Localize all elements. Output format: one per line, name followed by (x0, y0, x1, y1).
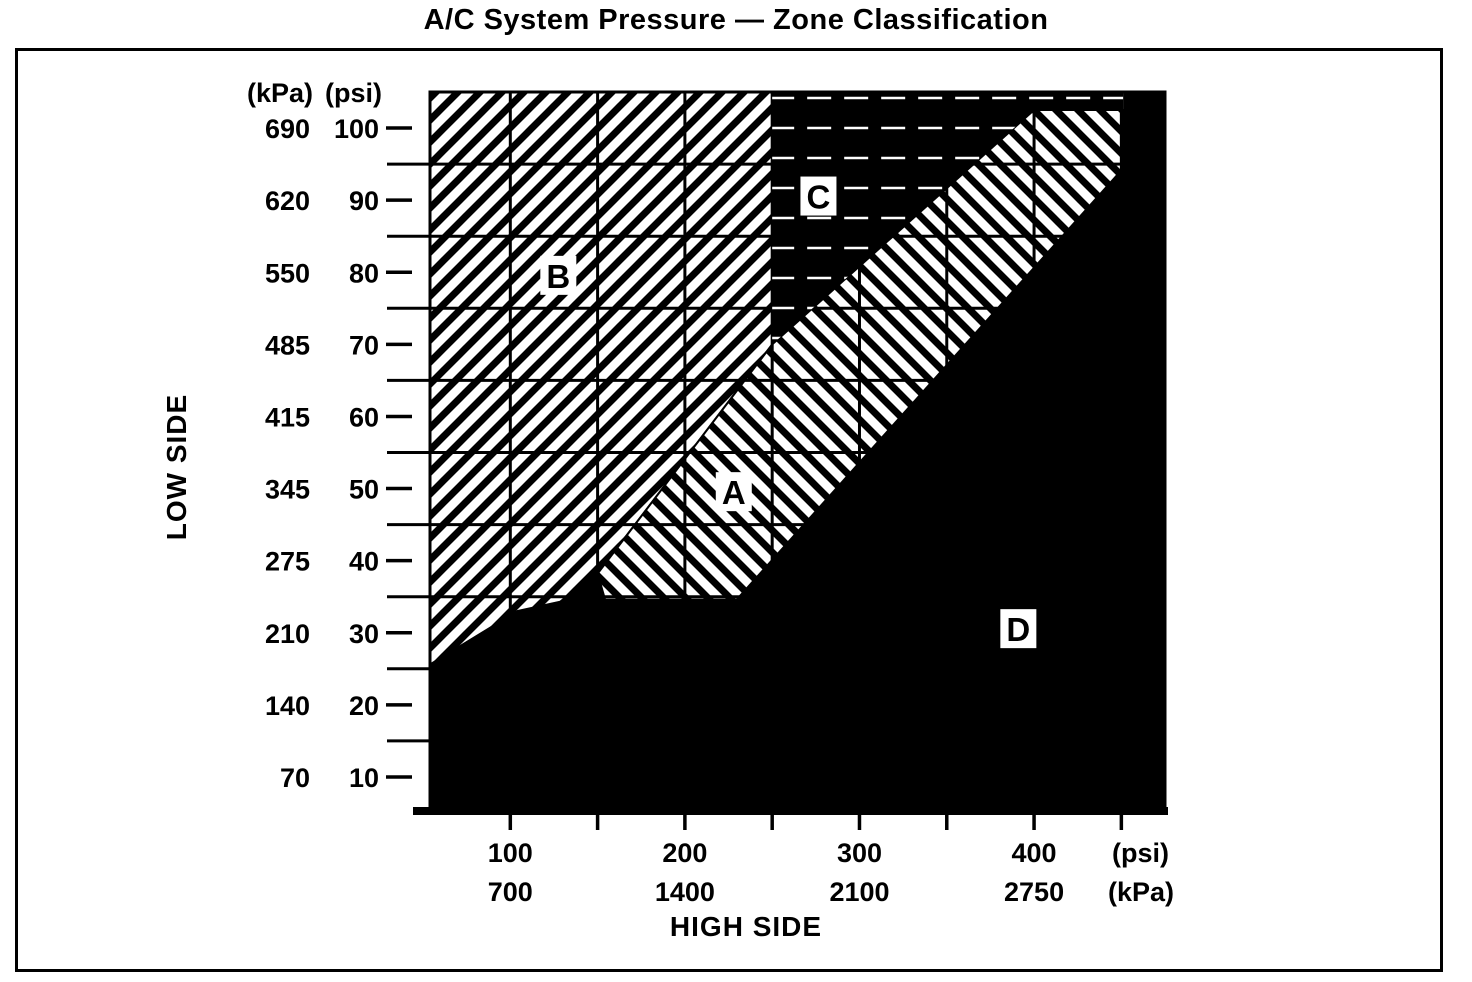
y-tick-label-kpa: 620 (265, 186, 310, 216)
figure-border (15, 48, 1443, 972)
y-tick-label-kpa: 485 (265, 330, 310, 360)
x-tick-label-psi: 400 (1012, 838, 1057, 868)
zone-C-label-box (800, 176, 837, 216)
y-tick-label-psi: 40 (349, 547, 379, 577)
zone-C-area (772, 92, 1124, 345)
y-axis-title: LOW SIDE (161, 394, 192, 540)
zone-B-label-box (540, 255, 577, 295)
zone-D-label: D (1006, 611, 1030, 648)
x-tick-label-kpa: 700 (488, 877, 533, 907)
y-tick-label-kpa: 140 (265, 691, 310, 721)
zone-B-label: B (546, 258, 570, 295)
x-tick-label-kpa: 2750 (1004, 877, 1064, 907)
axis-labels: 690 100 620 90 550 80 485 70 415 60 345 50 275 40 210 3… (161, 78, 1174, 942)
black-zones (430, 92, 1165, 813)
y-tick-label-kpa: 415 (265, 402, 310, 432)
y-tick-label-psi: 100 (334, 114, 379, 144)
x-axis-unit-kpa: (kPa) (1108, 877, 1174, 907)
zone-D-area (430, 92, 1165, 813)
y-tick-label-psi: 30 (349, 619, 379, 649)
x-tick-label-psi: 200 (662, 838, 707, 868)
y-tick-label-kpa: 275 (265, 547, 310, 577)
y-tick-label-psi: 20 (349, 691, 379, 721)
y-tick-label-psi: 90 (349, 186, 379, 216)
zone-C-label: C (807, 179, 831, 216)
x-tick-label-psi: 300 (837, 838, 882, 868)
y-tick-label-kpa: 210 (265, 619, 310, 649)
zone-D-label-box (1000, 609, 1037, 649)
y-axis-unit-kpa: (kPa) (247, 78, 313, 108)
x-axis-title: HIGH SIDE (670, 911, 822, 942)
y-tick-label-psi: 60 (349, 402, 379, 432)
x-tick-label-psi: 100 (488, 838, 533, 868)
x-tick-label-kpa: 1400 (655, 877, 715, 907)
chart-title: A/C System Pressure — Zone Classificatio… (423, 4, 1049, 36)
x-tick-label-kpa: 2100 (829, 877, 889, 907)
y-tick-label-kpa: 550 (265, 258, 310, 288)
zone-A-label: A (722, 474, 746, 511)
y-tick-label-psi: 50 (349, 475, 379, 505)
y-tick-label-psi: 80 (349, 258, 379, 288)
plot-border (413, 90, 1168, 815)
y-axis-unit-psi: (psi) (325, 78, 382, 108)
y-tick-label-psi: 10 (349, 763, 379, 793)
x-axis-unit-psi: (psi) (1112, 838, 1169, 868)
y-tick-label-kpa: 690 (265, 114, 310, 144)
y-tick-label-psi: 70 (349, 330, 379, 360)
y-tick-label-kpa: 345 (265, 475, 310, 505)
zone-labels: B A D C (540, 176, 1037, 649)
zone-A-label-box (715, 472, 752, 512)
y-tick-label-kpa: 70 (280, 763, 310, 793)
